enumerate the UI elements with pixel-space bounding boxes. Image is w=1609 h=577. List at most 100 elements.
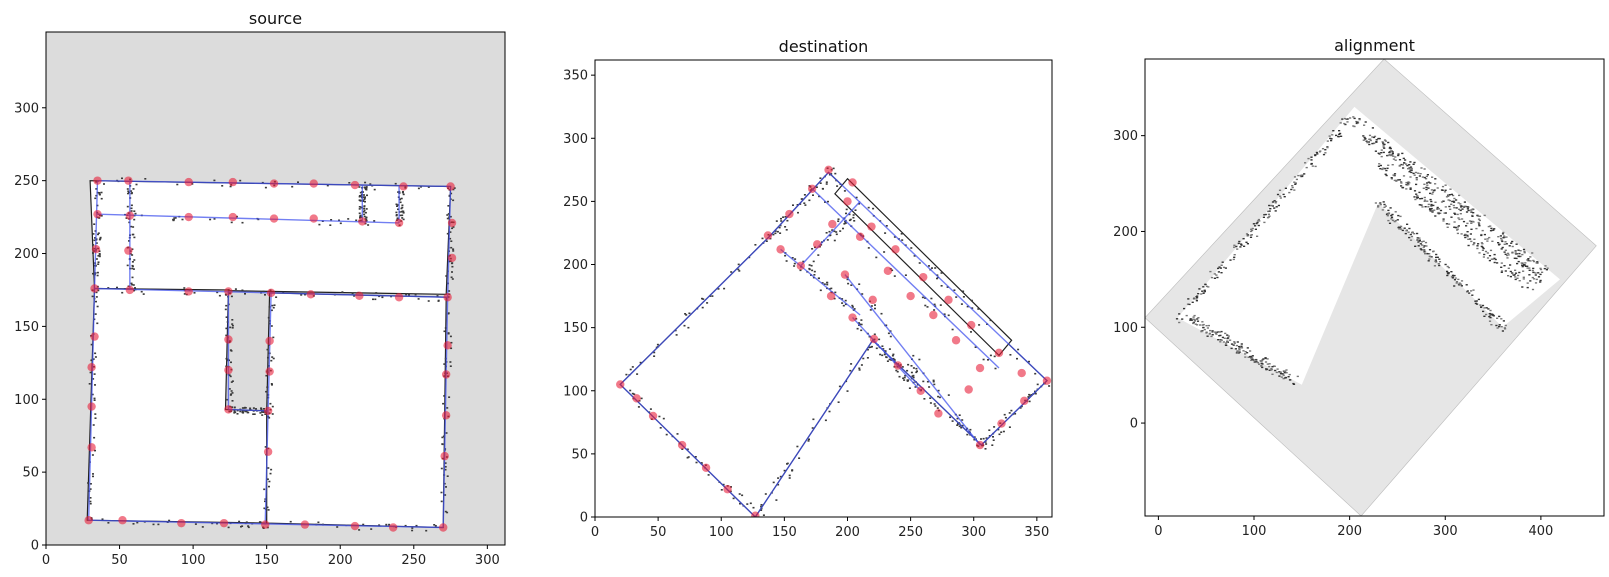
wall-speckle [1493, 261, 1496, 264]
obstacle-speckle [785, 260, 788, 262]
wall-speckle [1457, 225, 1460, 227]
obstacle-speckle [452, 226, 455, 228]
graph-node [177, 518, 186, 528]
obstacle-speckle [837, 401, 840, 403]
wall-speckle [1435, 256, 1438, 259]
obstacle-speckle [231, 319, 234, 321]
obstacle-speckle [858, 203, 861, 205]
wall-speckle [1531, 288, 1535, 291]
x-tick-label: 200 [1337, 524, 1362, 539]
obstacle-speckle [754, 244, 757, 246]
obstacle-speckle [270, 325, 273, 327]
wall-speckle [1203, 328, 1206, 331]
obstacle-speckle [819, 177, 822, 179]
wall-speckle [1279, 195, 1282, 197]
wall-speckle [1264, 357, 1267, 359]
wall-speckle [1408, 236, 1411, 239]
obstacle-speckle [836, 185, 839, 187]
wall-speckle [1409, 169, 1412, 171]
wall-speckle [1244, 351, 1247, 353]
wall-speckle [1258, 220, 1261, 222]
obstacle-speckle [266, 386, 269, 388]
obstacle-speckle [193, 292, 196, 294]
wall-speckle [1478, 225, 1481, 227]
wall-speckle [1477, 215, 1480, 217]
wall-speckle [1511, 245, 1514, 248]
obstacle-speckle [916, 370, 918, 372]
wall-speckle [1189, 319, 1192, 321]
wall-speckle [1196, 296, 1199, 299]
wall-speckle [1388, 222, 1392, 224]
wall-speckle [1276, 193, 1280, 196]
graph-edge [828, 171, 1048, 382]
wall-speckle [1373, 142, 1376, 145]
wall-speckle [1431, 191, 1435, 193]
obstacle-speckle [848, 213, 851, 216]
obstacle-speckle [960, 303, 963, 305]
obstacle-speckle [128, 191, 130, 194]
obstacle-speckle [760, 504, 763, 506]
obstacle-speckle [969, 428, 972, 431]
obstacle-speckle [252, 413, 255, 415]
wall-speckle [1295, 178, 1298, 181]
graph-node [919, 272, 928, 282]
wall-speckle [1256, 220, 1260, 222]
obstacle-speckle [849, 218, 852, 221]
obstacle-speckle [833, 239, 836, 242]
wall-speckle [1456, 229, 1459, 231]
wall-speckle [1477, 221, 1480, 224]
graph-node [394, 293, 404, 302]
obstacle-speckle [659, 427, 662, 429]
obstacle-speckle [774, 232, 777, 235]
obstacle-speckle [640, 397, 643, 400]
obstacle-speckle [444, 468, 447, 471]
obstacle-speckle [417, 187, 420, 190]
wall-speckle [1443, 212, 1446, 214]
wall-speckle [1478, 252, 1481, 254]
wall-speckle [1424, 241, 1428, 244]
wall-speckle [1394, 220, 1397, 222]
wall-speckle [1423, 251, 1426, 253]
wall-speckle [1456, 232, 1459, 235]
wall-speckle [1514, 250, 1517, 252]
obstacle-speckle [984, 441, 987, 443]
wall-speckle [1526, 267, 1529, 269]
wall-speckle [1472, 212, 1475, 214]
wall-speckle [1239, 246, 1242, 248]
obstacle-speckle [365, 208, 368, 210]
wall-speckle [1391, 152, 1394, 155]
graph-node [399, 182, 408, 191]
obstacle-speckle [100, 191, 103, 194]
wall-speckle [1425, 175, 1428, 178]
y-tick-label: 300 [14, 101, 39, 116]
wall-speckle [1390, 178, 1393, 180]
wall-speckle [1472, 289, 1475, 291]
graph-node [184, 212, 193, 222]
obstacle-speckle [779, 475, 782, 478]
wall-speckle [1514, 272, 1518, 274]
graph-node [916, 386, 925, 395]
wall-speckle [1205, 331, 1208, 333]
wall-speckle [1516, 262, 1519, 265]
wall-speckle [1455, 207, 1458, 209]
wall-speckle [1271, 205, 1274, 207]
wall-speckle [1476, 247, 1479, 250]
wall-speckle [1469, 233, 1472, 235]
graph-node [184, 177, 193, 187]
wall-speckle [1532, 259, 1535, 262]
obstacle-speckle [1028, 400, 1031, 403]
wall-speckle [1498, 315, 1501, 318]
obstacle-speckle [973, 438, 976, 441]
wall-speckle [1218, 266, 1221, 268]
obstacle-speckle [633, 393, 636, 395]
wall-speckle [1388, 151, 1391, 154]
graph-edge [844, 274, 981, 446]
wall-speckle [1426, 174, 1429, 176]
wall-speckle [1314, 165, 1317, 168]
obstacle-speckle [94, 384, 96, 386]
obstacle-speckle [883, 353, 886, 356]
wall-speckle [1431, 176, 1434, 178]
wall-speckle [1206, 327, 1209, 329]
graph-node [394, 218, 404, 228]
graph-node [824, 165, 833, 175]
